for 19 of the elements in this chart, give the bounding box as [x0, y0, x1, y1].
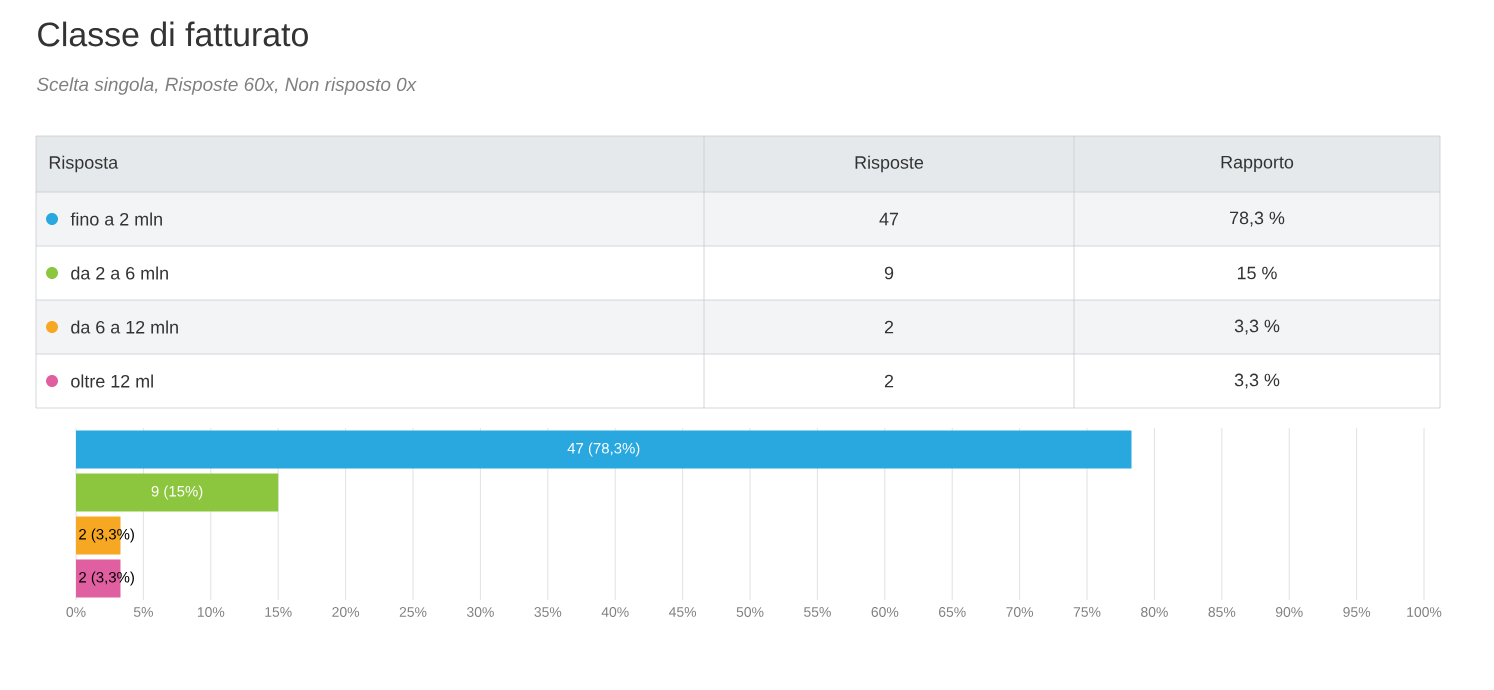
text: 3,3 % [1234, 319, 1280, 335]
text: da 2 a 6 mln [71, 266, 168, 280]
text: da 6 a 12 mln [71, 320, 178, 334]
text: Risposte [855, 155, 924, 173]
text: 3,3 % [1234, 373, 1280, 389]
text: oltre 12 ml [71, 374, 153, 388]
text: fino a 2 mln [70, 212, 162, 226]
text: 15 % [1237, 266, 1277, 280]
text: 2 [884, 320, 894, 334]
text: 78,3 % [1230, 211, 1285, 227]
text: 9 [884, 266, 894, 280]
text: Rapporto [1221, 155, 1294, 173]
bar [76, 430, 1132, 469]
text: Risposta [49, 155, 119, 173]
bar [76, 473, 279, 512]
chart-title: Classe di fatturato [38, 21, 308, 47]
text: 2 [884, 374, 894, 388]
chart-subtitle: Scelta singola, Risposte 60x, Non risposto 0x [36, 77, 417, 95]
text: 47 [879, 212, 899, 226]
